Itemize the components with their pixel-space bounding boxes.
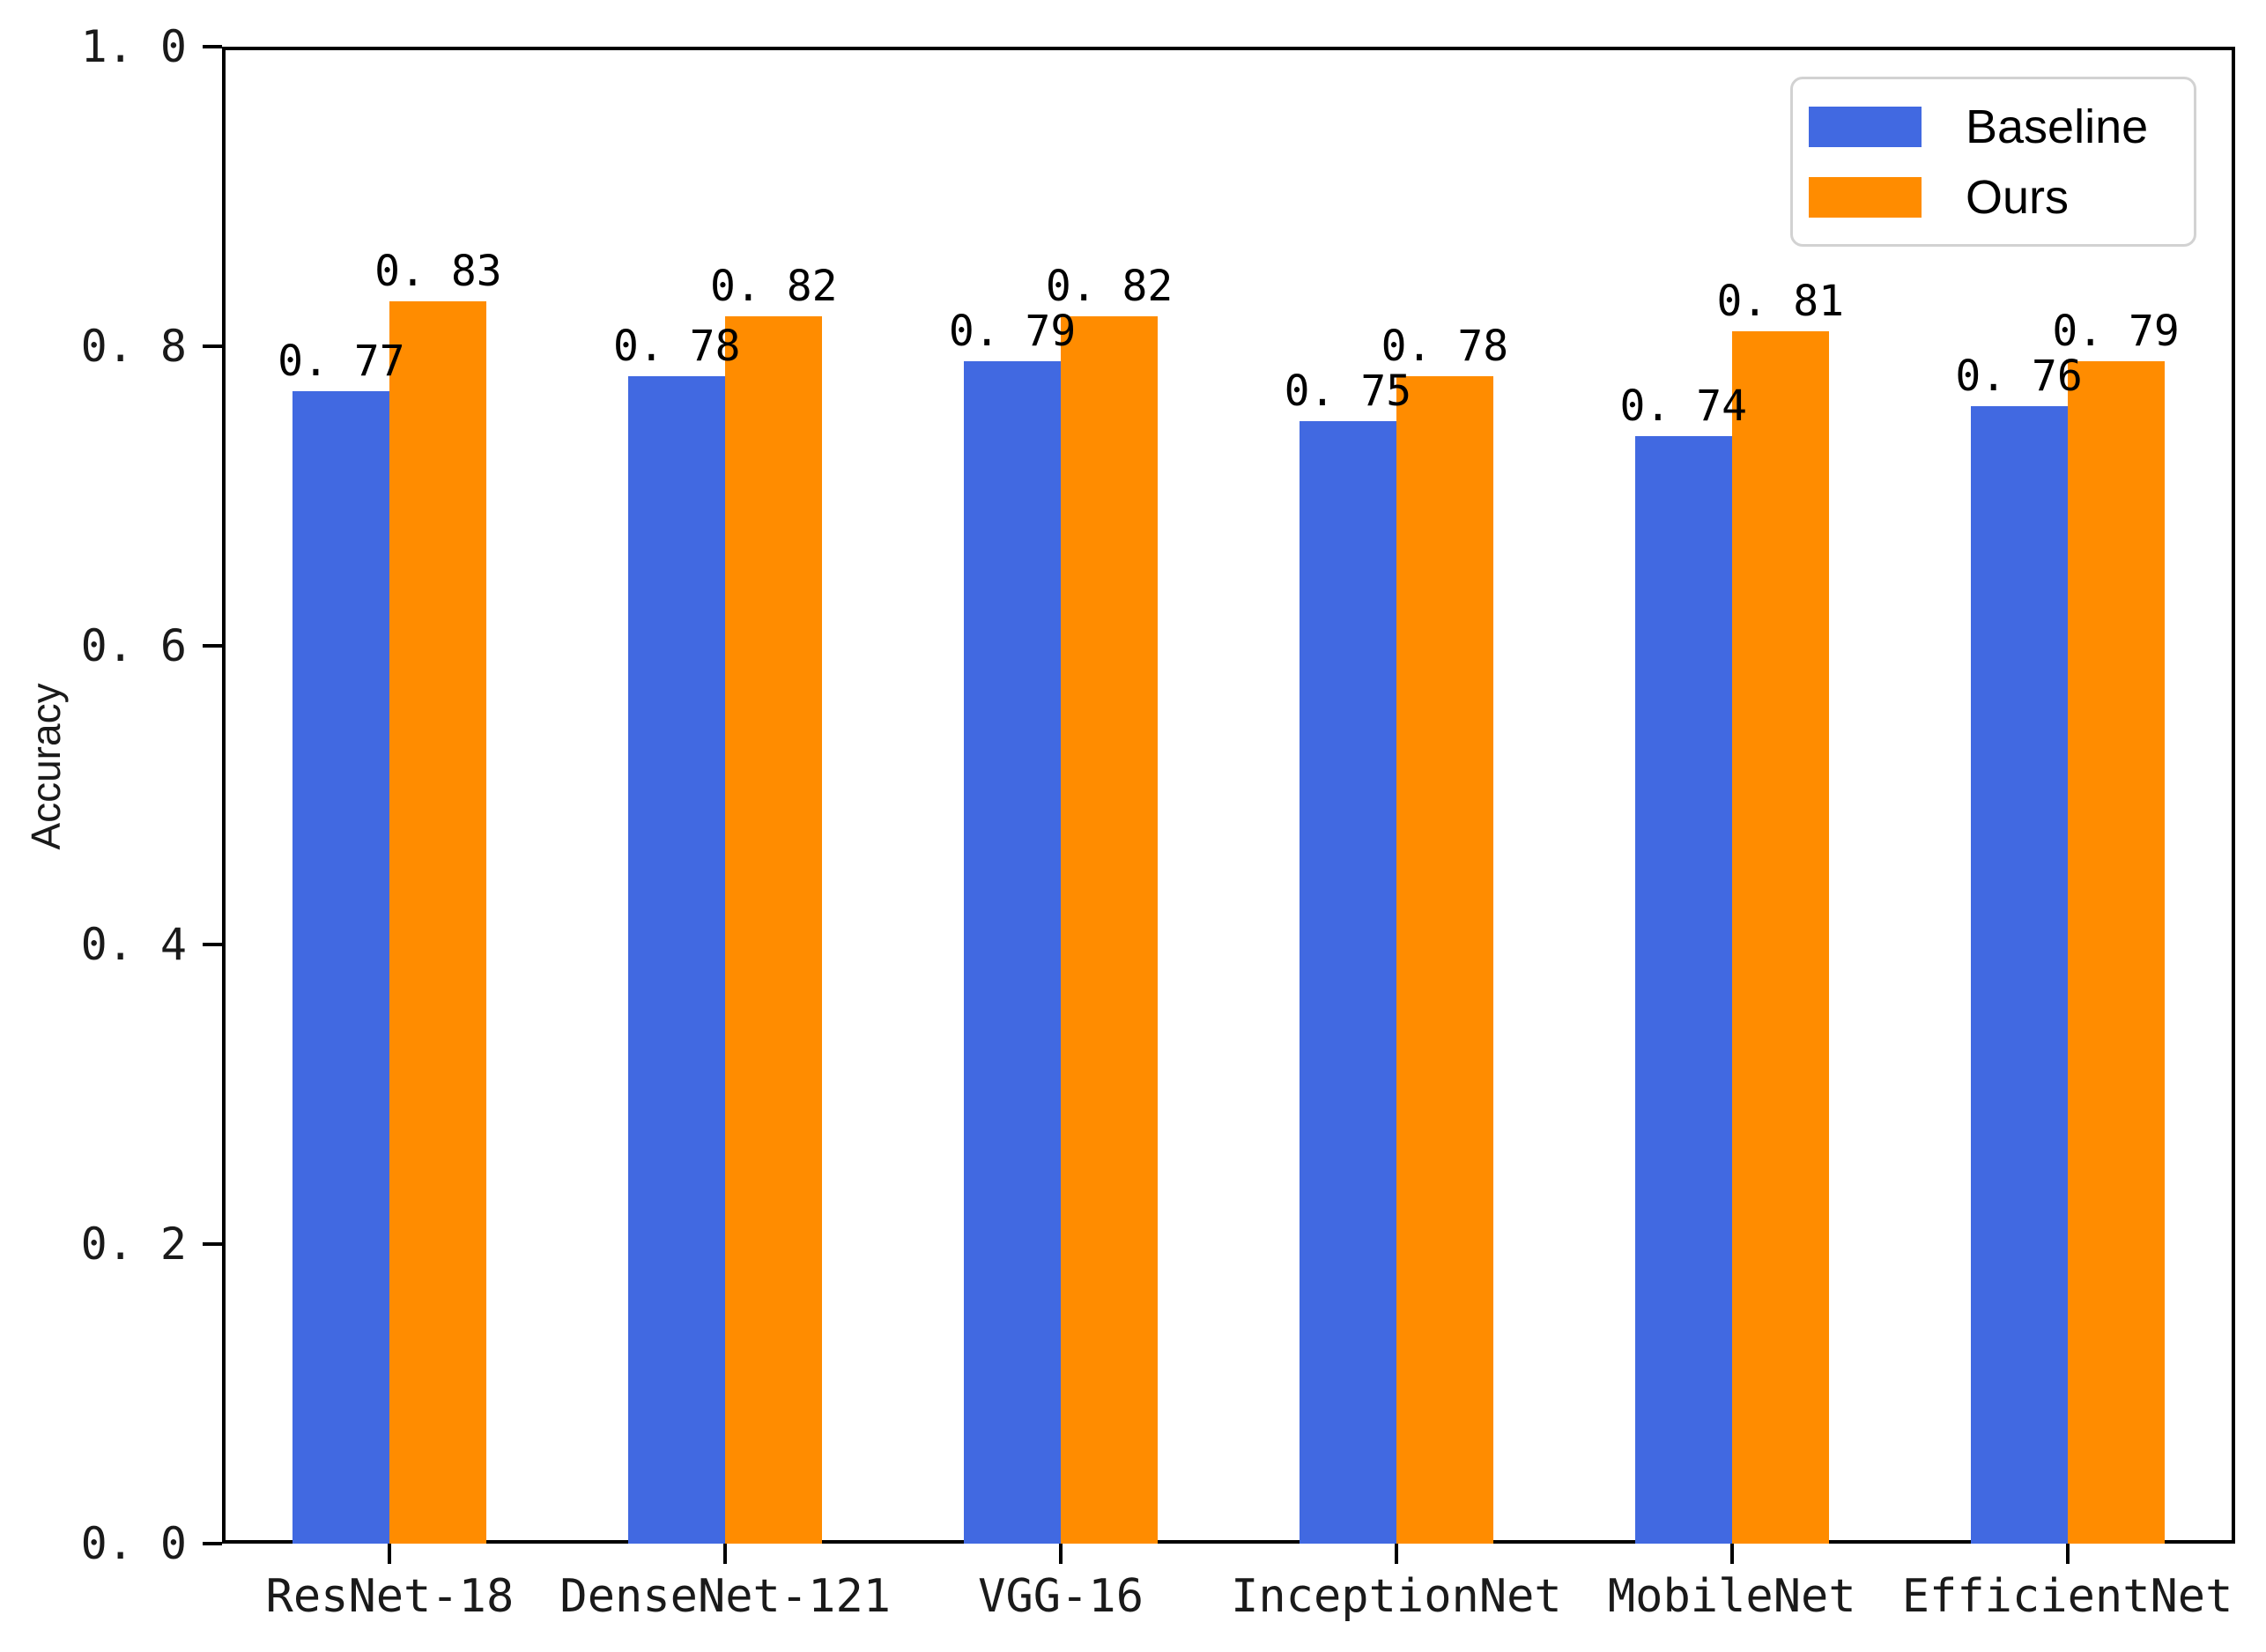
y-tick-mark — [203, 45, 222, 48]
x-tick-mark — [1394, 1544, 1398, 1564]
x-tick-label-vgg-16: VGG-16 — [978, 1570, 1144, 1623]
bar-ours-vgg-16 — [1061, 315, 1159, 1544]
x-tick-label-inceptionnet: InceptionNet — [1231, 1570, 1562, 1623]
plot-area — [222, 47, 2235, 1544]
value-label-baseline-densenet-121: 0. 78 — [613, 321, 741, 371]
x-tick-mark — [2065, 1544, 2070, 1564]
value-label-baseline-vgg-16: 0. 79 — [948, 306, 1077, 356]
y-tick-label: 0. 0 — [80, 1518, 187, 1569]
value-label-ours-vgg-16: 0. 82 — [1045, 261, 1174, 311]
bar-baseline-mobilenet — [1634, 435, 1732, 1544]
value-label-ours-mobilenet: 0. 81 — [1716, 276, 1845, 326]
y-tick-label: 1. 0 — [80, 21, 187, 72]
legend-label-baseline: Baseline — [1966, 100, 2149, 153]
x-tick-label-densenet-121: DenseNet-121 — [559, 1570, 892, 1623]
bar-baseline-vgg-16 — [964, 360, 1062, 1544]
bar-ours-inceptionnet — [1396, 375, 1493, 1544]
bar-ours-mobilenet — [1731, 330, 1829, 1544]
bar-baseline-densenet-121 — [628, 375, 726, 1544]
y-tick-label: 0. 8 — [80, 320, 187, 372]
value-label-baseline-inceptionnet: 0. 75 — [1284, 366, 1412, 416]
legend-swatch-baseline-icon — [1809, 106, 1922, 147]
y-tick-mark — [203, 1242, 222, 1247]
bar-baseline-resnet-18 — [293, 390, 390, 1544]
legend-item-ours: Ours — [1809, 174, 2194, 221]
bar-baseline-inceptionnet — [1299, 420, 1396, 1544]
legend-item-baseline: Baseline — [1809, 103, 2194, 151]
x-tick-mark — [1059, 1544, 1063, 1564]
y-tick-mark — [203, 344, 222, 348]
y-tick-mark — [203, 643, 222, 648]
bar-ours-efficientnet — [2067, 360, 2165, 1544]
y-tick-label: 0. 4 — [80, 919, 187, 971]
x-tick-label-resnet-18: ResNet-18 — [265, 1570, 515, 1623]
legend: Baseline Ours — [1790, 77, 2196, 247]
y-tick-mark — [203, 943, 222, 947]
y-tick-mark — [203, 1542, 222, 1545]
value-label-ours-resnet-18: 0. 83 — [374, 246, 502, 296]
x-tick-label-efficientnet: EfficientNet — [1901, 1570, 2233, 1623]
value-label-baseline-efficientnet: 0. 76 — [1955, 351, 2083, 401]
value-label-baseline-mobilenet: 0. 74 — [1619, 381, 1748, 431]
bar-ours-densenet-121 — [725, 315, 823, 1544]
bar-baseline-efficientnet — [1970, 405, 2068, 1544]
x-tick-label-mobilenet: MobileNet — [1607, 1570, 1856, 1623]
value-label-baseline-resnet-18: 0. 77 — [278, 336, 405, 386]
value-label-ours-densenet-121: 0. 82 — [710, 261, 838, 311]
x-tick-mark — [723, 1544, 728, 1564]
value-label-ours-efficientnet: 0. 79 — [2052, 306, 2180, 356]
y-tick-label: 0. 2 — [80, 1219, 187, 1270]
legend-swatch-ours-icon — [1809, 176, 1922, 218]
x-tick-mark — [1729, 1544, 1734, 1564]
y-tick-label: 0. 6 — [80, 619, 187, 671]
bar-ours-resnet-18 — [389, 300, 487, 1544]
value-label-ours-inceptionnet: 0. 78 — [1381, 321, 1509, 371]
x-tick-mark — [388, 1544, 392, 1564]
y-axis-title: Accuracy — [23, 683, 69, 850]
legend-label-ours: Ours — [1966, 170, 2070, 224]
